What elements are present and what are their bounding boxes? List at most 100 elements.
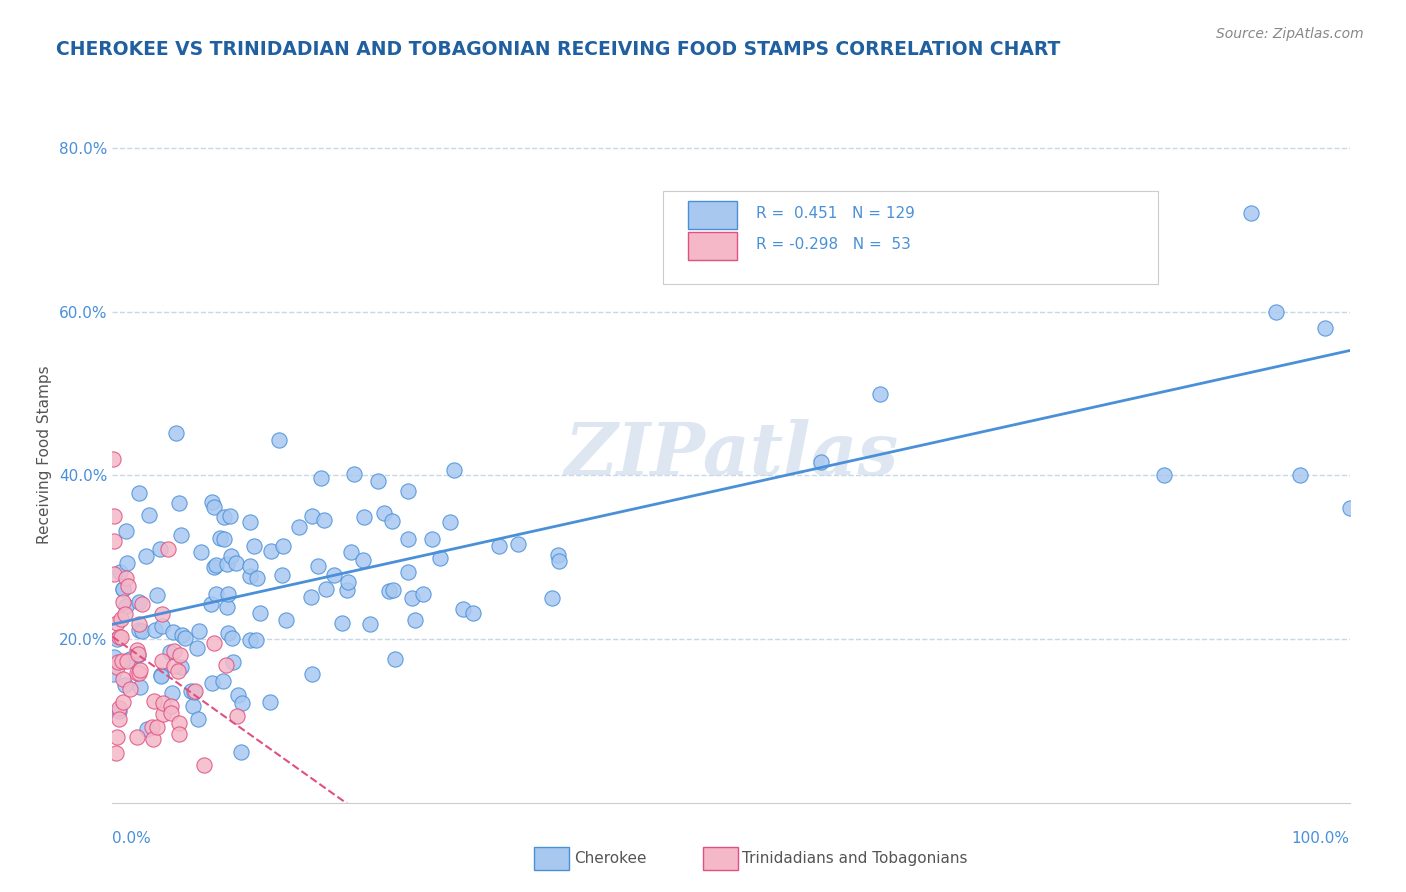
Point (336, 582, 359, 597)
Point (352, 553, 374, 567)
Point (166, 665, 188, 679)
Point (111, 654, 134, 668)
FancyBboxPatch shape (664, 191, 1159, 285)
Point (201, 676, 224, 690)
Point (127, 647, 149, 661)
Point (869, 386, 891, 401)
Point (162, 686, 184, 700)
Point (412, 587, 434, 601)
Point (367, 474, 389, 488)
Text: ZIPatlas: ZIPatlas (564, 419, 898, 491)
Point (174, 631, 197, 645)
Point (111, 595, 134, 609)
Point (131, 598, 153, 612)
Text: 100.0%: 100.0% (1292, 831, 1350, 846)
Point (167, 727, 190, 741)
Point (378, 584, 401, 599)
Point (114, 571, 136, 585)
Point (117, 579, 139, 593)
Point (239, 633, 262, 648)
Point (353, 509, 375, 524)
Point (396, 483, 419, 498)
Point (105, 730, 128, 744)
Point (488, 539, 510, 553)
Point (128, 680, 150, 694)
Point (315, 582, 337, 596)
Point (1339, 501, 1361, 516)
Point (146, 720, 169, 734)
Point (105, 632, 128, 647)
Point (211, 673, 233, 688)
Point (384, 651, 406, 665)
Point (138, 508, 160, 523)
Point (322, 568, 344, 582)
Point (337, 575, 360, 590)
Point (245, 633, 267, 648)
Point (242, 539, 264, 553)
Point (506, 537, 529, 551)
Point (136, 723, 159, 737)
Point (172, 628, 194, 642)
Point (810, 455, 832, 469)
Point (163, 644, 186, 658)
Point (299, 590, 322, 604)
Point (343, 467, 366, 481)
Point (150, 619, 173, 633)
Point (420, 532, 443, 546)
Point (135, 549, 157, 563)
Point (118, 682, 141, 697)
Text: R =  0.451   N = 129: R = 0.451 N = 129 (756, 206, 915, 221)
Point (239, 515, 262, 529)
Point (156, 541, 179, 556)
Point (451, 602, 474, 616)
Point (128, 665, 150, 680)
Text: Cherokee: Cherokee (574, 851, 647, 865)
Point (373, 506, 395, 520)
Point (1153, 468, 1175, 483)
Point (169, 648, 191, 663)
Point (150, 607, 173, 622)
Point (101, 666, 124, 681)
Point (217, 625, 239, 640)
Y-axis label: Receiving Food Stamps: Receiving Food Stamps (37, 366, 52, 544)
Point (115, 556, 138, 570)
Point (120, 652, 142, 666)
Point (260, 543, 283, 558)
Point (222, 655, 245, 669)
Point (239, 569, 262, 583)
Point (150, 667, 173, 681)
Point (146, 588, 169, 602)
Point (103, 566, 125, 581)
Point (128, 623, 150, 637)
Point (208, 531, 231, 545)
Text: CHEROKEE VS TRINIDADIAN AND TOBAGONIAN RECEIVING FOOD STAMPS CORRELATION CHART: CHEROKEE VS TRINIDADIAN AND TOBAGONIAN R… (56, 40, 1060, 59)
Point (204, 587, 226, 601)
Point (229, 745, 252, 759)
Point (162, 625, 184, 640)
Point (301, 508, 323, 523)
Point (165, 425, 187, 440)
Point (181, 699, 204, 714)
Point (1240, 206, 1263, 220)
Point (105, 615, 128, 630)
Point (108, 700, 131, 714)
Point (186, 640, 208, 655)
Point (547, 554, 569, 568)
Point (396, 532, 419, 546)
Point (307, 558, 329, 573)
Point (103, 533, 125, 548)
Point (312, 513, 335, 527)
Point (202, 559, 225, 574)
Point (127, 648, 149, 662)
Point (114, 607, 136, 622)
Point (214, 510, 236, 524)
Point (110, 630, 132, 644)
Point (167, 715, 190, 730)
Point (202, 500, 225, 515)
Point (108, 565, 131, 579)
Point (160, 706, 183, 720)
Point (401, 591, 423, 605)
Point (127, 666, 149, 681)
Point (125, 643, 148, 657)
Point (309, 471, 332, 485)
